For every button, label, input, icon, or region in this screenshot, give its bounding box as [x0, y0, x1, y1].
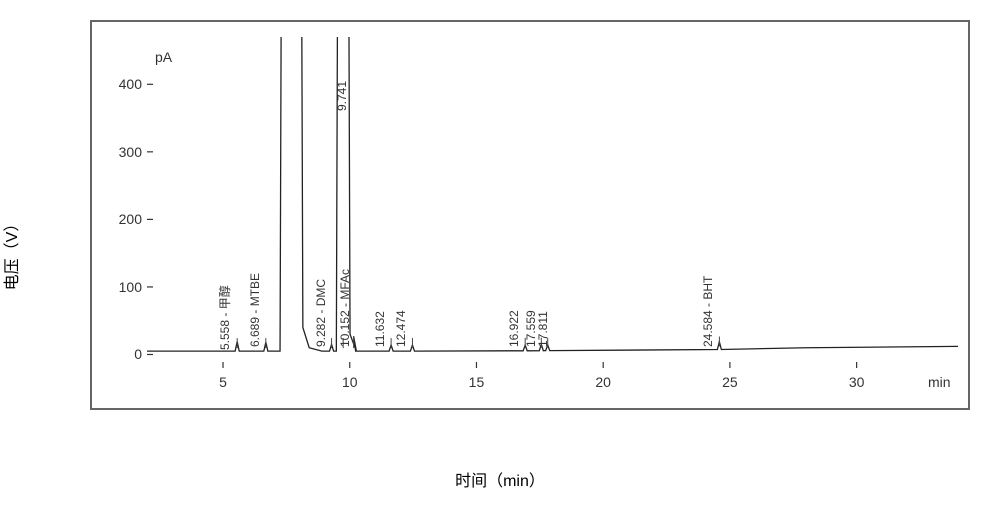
x-tick-label: 20	[595, 374, 611, 390]
x-unit-label: min	[928, 374, 951, 390]
x-tick-label: 25	[722, 374, 738, 390]
x-tick-label: 15	[469, 374, 485, 390]
y-tick-label: 300	[97, 144, 142, 160]
y-tick-label: 200	[97, 211, 142, 227]
peak-label: 9.741	[335, 81, 349, 111]
y-tick-label: 0	[97, 346, 142, 362]
peak-label: 17.811	[536, 311, 550, 347]
peak-label: 12.474	[394, 310, 408, 347]
chromatogram-svg	[147, 37, 958, 368]
x-tick-label: 30	[849, 374, 865, 390]
peak-label: 9.282 - DMC	[314, 279, 328, 347]
peak-label: 5.558 - 甲醇	[216, 285, 233, 350]
y-unit-label: pA	[155, 49, 172, 65]
x-tick-label: 10	[342, 374, 358, 390]
peak-label: 24.584 - BHT	[701, 276, 715, 347]
plot-area	[147, 37, 958, 368]
y-tick-label: 400	[97, 76, 142, 92]
peak-label: 10.152 - MFAc	[338, 269, 352, 347]
peak-label: 16.922	[507, 310, 521, 347]
x-tick-label: 5	[219, 374, 227, 390]
y-axis-label: 电压（V）	[0, 216, 22, 291]
peak-label: 6.689 - MTBE	[248, 273, 262, 347]
x-axis-label: 时间（min）	[455, 467, 545, 491]
peak-label: 11.632	[373, 311, 387, 347]
y-tick-label: 100	[97, 279, 142, 295]
chart-frame: pA min 0 100 200 300 400 5 10 15 20 25 30 5.558 - 甲…	[90, 20, 970, 410]
